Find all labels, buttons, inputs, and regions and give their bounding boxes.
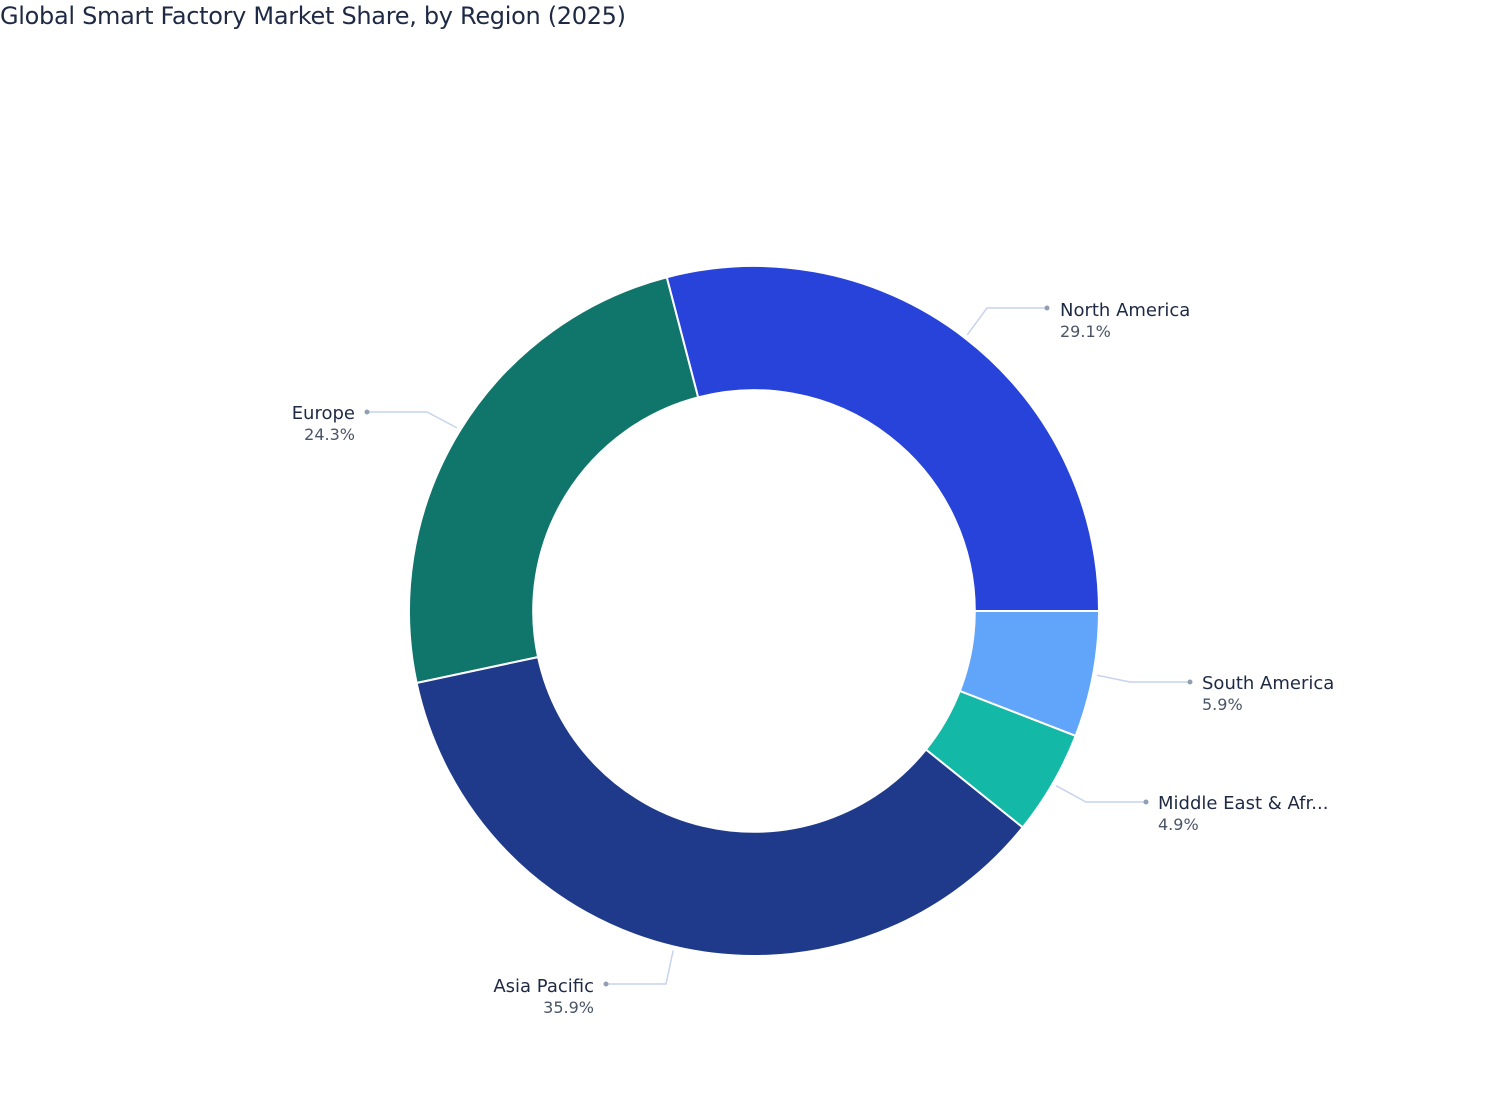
slice-label-value: 4.9%	[1158, 815, 1199, 834]
slice-asia-pacific[interactable]	[415, 655, 1025, 957]
leader-line	[606, 950, 674, 985]
slice-label-name: North America	[1060, 300, 1190, 321]
slice-label-name: Europe	[292, 403, 355, 424]
leader-dot-icon	[1143, 799, 1149, 805]
leader-dot-icon	[603, 981, 609, 987]
leader-line	[1096, 674, 1190, 683]
leader-dot-icon	[364, 409, 370, 415]
slice-label-name: South America	[1202, 673, 1334, 694]
leader-line	[1055, 785, 1146, 803]
leader-dot-icon	[1044, 305, 1050, 311]
slice-label-value: 29.1%	[1060, 322, 1111, 341]
slice-north-america[interactable]	[665, 265, 1101, 612]
slice-europe[interactable]	[408, 276, 700, 685]
slice-label-value: 5.9%	[1202, 695, 1243, 714]
donut-slices	[408, 265, 1101, 957]
slice-south-america[interactable]	[958, 610, 1101, 738]
leader-line	[966, 307, 1047, 336]
leader-dot-icon	[1187, 679, 1193, 685]
slice-label-name: Middle East & Afr...	[1158, 793, 1328, 814]
slice-label-value: 24.3%	[304, 425, 355, 444]
slice-label-name: Asia Pacific	[493, 976, 594, 997]
leader-lines	[364, 305, 1193, 987]
leader-line	[367, 411, 458, 429]
chart-title: Global Smart Factory Market Share, by Re…	[0, 2, 626, 30]
slice-label-value: 35.9%	[543, 998, 594, 1017]
